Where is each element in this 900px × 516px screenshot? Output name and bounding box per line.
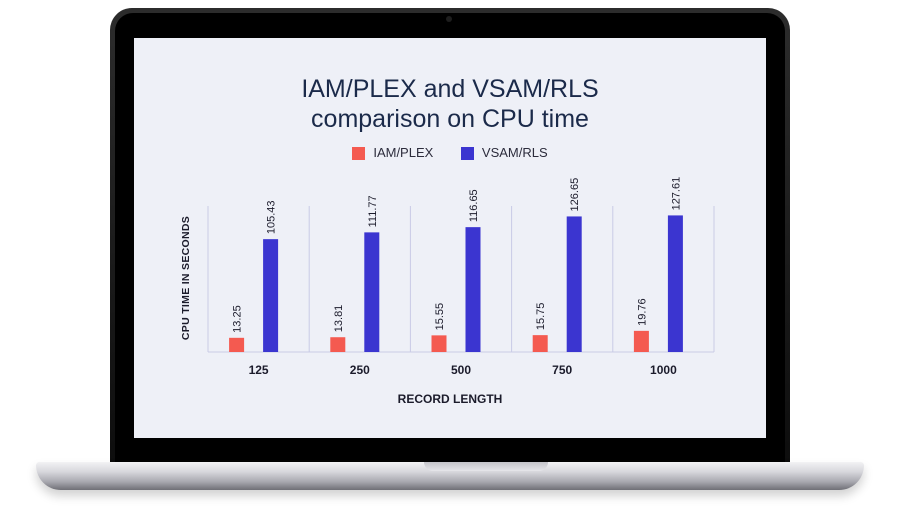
data-label: 111.77	[367, 195, 379, 227]
data-label: 19.76	[636, 298, 648, 326]
bar-vsam-rls-250	[364, 232, 380, 352]
laptop-base	[36, 462, 864, 490]
data-label: 15.55	[434, 303, 446, 331]
x-tick-label: 500	[451, 363, 471, 377]
chart-legend: IAM/PLEX VSAM/RLS	[134, 144, 766, 161]
chart-title-line2: comparison on CPU time	[311, 105, 589, 133]
data-label: 13.25	[232, 305, 244, 333]
bar-vsam-rls-1000	[667, 215, 683, 352]
bar-iam-plex-500	[431, 335, 447, 352]
legend-swatch-vsam-rls	[460, 147, 474, 161]
bar-iam-plex-125	[229, 337, 245, 352]
bar-chart-plot: 13.25 105.43 125 13.81 111.77 250 15.55 116.65 5…	[207, 177, 715, 377]
x-tick-label: 250	[350, 363, 370, 377]
bar-iam-plex-1000	[633, 330, 649, 352]
legend-swatch-iam-plex	[352, 147, 366, 161]
bar-vsam-rls-750	[566, 216, 582, 352]
bar-iam-plex-250	[330, 337, 346, 352]
bar-vsam-rls-500	[465, 227, 481, 352]
x-tick-label: 125	[249, 363, 269, 377]
x-axis-label: RECORD LENGTH	[397, 392, 503, 406]
bar-iam-plex-750	[532, 335, 548, 352]
data-label: 13.81	[333, 305, 345, 333]
chart-title-line1: IAM/PLEX and VSAM/RLS	[301, 75, 599, 103]
laptop-notch	[424, 462, 548, 471]
legend-label-iam-plex: IAM/PLEX	[373, 145, 434, 161]
legend-label-vsam-rls: VSAM/RLS	[481, 145, 548, 161]
legend-item-iam-plex: IAM/PLEX	[352, 145, 434, 161]
chart-screen: IAM/PLEX and VSAM/RLS comparison on CPU …	[134, 38, 766, 438]
data-label: 116.65	[468, 189, 480, 222]
data-label: 105.43	[266, 201, 278, 235]
data-label: 15.75	[535, 303, 547, 331]
data-label: 127.61	[670, 177, 682, 211]
legend-item-vsam-rls: VSAM/RLS	[460, 145, 548, 161]
x-tick-label: 1000	[650, 363, 677, 377]
camera-icon	[446, 16, 452, 22]
data-label: 126.65	[569, 178, 581, 212]
x-tick-label: 750	[552, 363, 572, 377]
bar-vsam-rls-125	[263, 239, 279, 352]
